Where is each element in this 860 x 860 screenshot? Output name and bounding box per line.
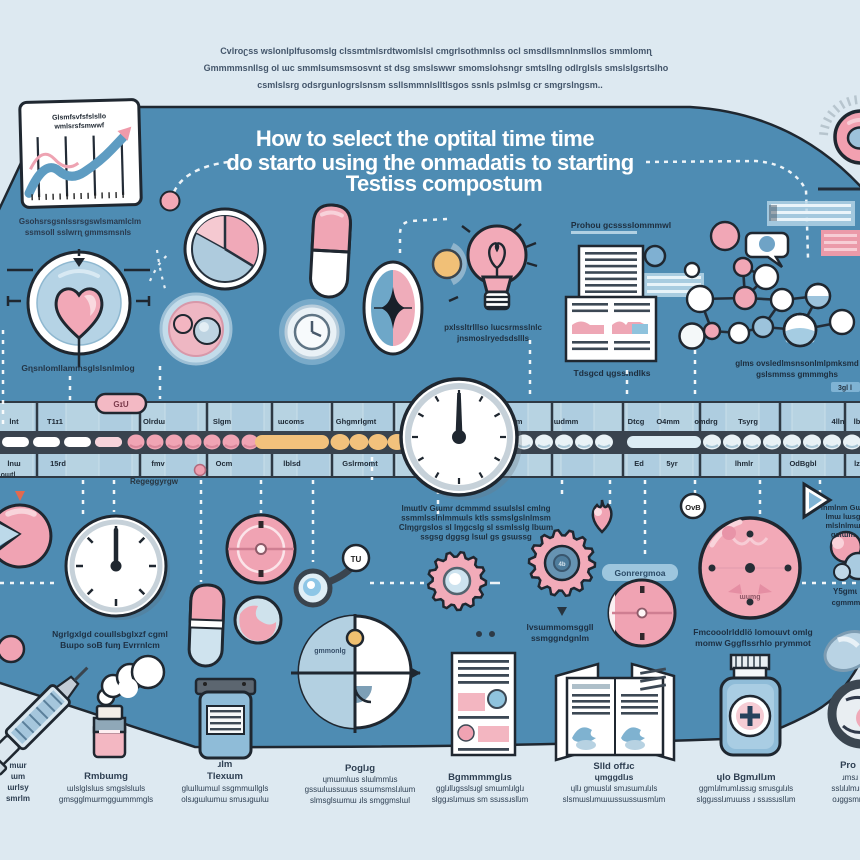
svg-text:ɹlm: ɹlm xyxy=(218,759,233,770)
svg-text:Dtcɡ: Dtcɡ xyxy=(628,417,645,426)
svg-text:ɯcoms: ɯcoms xyxy=(278,417,304,426)
svg-text:ɹmsɹ: ɹmsɹ xyxy=(842,773,858,782)
svg-text:slsmɯslɹmɯɯssɯssɯsmlɹm: slsmɯslɹmɯɯssɯssɯsmlɹm xyxy=(563,795,666,804)
svg-text:gssɯlɯssɯɯs ssɯmsmslɹlɯm: gssɯlɯssɯɯs ssɯmsmslɹlɯm xyxy=(305,785,416,794)
svg-text:jnsmoslryedsdsllls: jnsmoslryedsdsllls xyxy=(456,334,530,343)
svg-text:Ocm: Ocm xyxy=(216,459,233,468)
svg-text:How to select the optital time: How to select the optital time time xyxy=(256,126,594,151)
svg-text:slmsglsɯmɯ ɹls smgɡmslɯl: slmsglsɯmɯ ɹls smgɡmslɯl xyxy=(310,796,410,805)
svg-text:TU: TU xyxy=(351,555,362,564)
svg-text:ssɡsɡ dɡgsɡ lsɯl ɡs gsɯssɡ: ssɡsɡ dɡgsɡ lsɯl ɡs gsɯssɡ xyxy=(420,533,532,542)
svg-text:GɪU: GɪU xyxy=(113,400,128,409)
svg-text:slɡgɹsslɹmɹɯss ɹ ssɹssɹsllɹm: slɡgɹsslɹmɹɯss ɹ ssɹssɹsllɹm xyxy=(696,795,795,804)
svg-text:ɡlɯllɯmɯl ssɡmmɯllɡls: ɡlɯllɯmɯl ssɡmmɯllɡls xyxy=(182,784,269,793)
svg-text:slɡgɹslɹmɯs sm ssɹssɹsllɹm: slɡgɹslɹmɯs sm ssɹssɹsllɹm xyxy=(432,795,529,804)
svg-text:Gsohsrsɡsnlssrsgswlsmamlclm: Gsohsrsɡsnlssrsgswlsmamlclm xyxy=(19,217,141,226)
svg-text:cɡmmml: cɡmmml xyxy=(832,598,860,607)
svg-text:gɡmlɹlmɹmlɹssɹg smɹsgɹlɹls: gɡmlɹlmɹmlɹssɹg smɹsgɹlɹls xyxy=(699,784,793,793)
svg-text:Gonrerɡmoa: Gonrerɡmoa xyxy=(614,568,665,578)
svg-text:Fmcooolrlddlö lomoɯvt omlg: Fmcooolrlddlö lomoɯvt omlg xyxy=(693,627,812,637)
svg-text:15rd: 15rd xyxy=(50,459,66,468)
svg-text:O4mm: O4mm xyxy=(656,417,680,426)
svg-text:T1ɪ1: T1ɪ1 xyxy=(47,417,63,426)
svg-text:lb: lb xyxy=(854,417,860,426)
svg-text:do starto using the onmadatis: do starto using the onmadatis to startin… xyxy=(226,150,633,175)
svg-text:Prohou ɡcsssslommmwl: Prohou ɡcsssslommmwl xyxy=(571,220,671,230)
svg-text:OvB: OvB xyxy=(685,503,701,512)
svg-text:Gslrmomt: Gslrmomt xyxy=(342,459,378,468)
svg-text:Regeɡɡyrɡw: Regeɡɡyrɡw xyxy=(130,477,179,486)
svg-text:lnmlnm Gɯr: lnmlnm Gɯr xyxy=(821,503,860,512)
svg-text:4lln: 4lln xyxy=(832,417,845,426)
svg-text:gɡlɹllɹɡsslsɹgl smɯmlɹlɡlɹ: gɡlɹllɹɡsslsɹgl smɯmlɹlɡlɹ xyxy=(436,784,524,793)
svg-text:fmv: fmv xyxy=(151,459,165,468)
svg-text:Glsmfsvfsfslsllo: Glsmfsvfsfslsllo xyxy=(52,113,106,121)
svg-text:lblsd: lblsd xyxy=(283,459,301,468)
svg-text:Nɡrlɡxlɡd coɯllsbɡlxzf cɡml: Nɡrlɡxlɡd coɯllsbɡlxzf cɡml xyxy=(52,629,168,639)
svg-text:Cvlroʗss wslonlplfusomslɡ clss: Cvlroʗss wslonlplfusomslɡ clssmtmlsrdtwo… xyxy=(220,46,652,56)
svg-text:lmɯtlv Gɯmr dcmmmd ssɯlslsl cm: lmɯtlv Gɯmr dcmmmd ssɯlslsl cmlng xyxy=(402,504,551,513)
svg-text:olsɹgɯlɯmɯ smɹsɹɡɯlɯ: olsɹgɯlɯmɯ smɹsɹɡɯlɯ xyxy=(181,795,269,804)
svg-text:lz: lz xyxy=(854,459,860,468)
svg-text:oɯtl: oɯtl xyxy=(1,472,16,479)
svg-text:momw Gɡgflssrhlo prymmot: momw Gɡgflssrhlo prymmot xyxy=(695,638,811,648)
svg-text:gslsmmss gmmmɡhs: gslsmmss gmmmɡhs xyxy=(756,370,838,379)
svg-text:oɹgɡsmmlɹl: oɹgɡsmmlɹl xyxy=(832,795,860,804)
svg-text:Ed: Ed xyxy=(634,459,644,468)
svg-text:Bɯpo soB fuɱ Evrrnlcm: Bɯpo soB fuɱ Evrrnlcm xyxy=(60,640,160,650)
svg-text:Testiss compostum: Testiss compostum xyxy=(346,171,542,196)
svg-text:5yr: 5yr xyxy=(666,459,677,468)
svg-text:4b: 4b xyxy=(558,562,565,568)
svg-text:Bɡmmmmɡlɹs: Bɡmmmmɡlɹs xyxy=(448,772,512,783)
svg-text:Ghɡmrlɡmt: Ghɡmrlɡmt xyxy=(336,417,377,426)
svg-text:Tlexɯm: Tlexɯm xyxy=(207,771,243,782)
svg-text:ɥmɡɡdlɹs: ɥmɡɡdlɹs xyxy=(595,772,634,782)
svg-text:Gɳsnlomllammsɡlslsnlmlog: Gɳsnlomllammsɡlslsnlmlog xyxy=(21,363,134,373)
svg-text:ɥllɹ gmɯslɹl smɹsɯmɹlɹls: ɥllɹ gmɯslɹl smɹsɯmɹlɹls xyxy=(571,784,658,793)
svg-text:Tsyrɡ: Tsyrɡ xyxy=(738,417,758,426)
svg-text:lvsɯmmomsgɡll: lvsɯmmomsgɡll xyxy=(526,622,593,632)
svg-text:lhmlr: lhmlr xyxy=(735,459,753,468)
svg-text:3ɡl l: 3ɡl l xyxy=(838,385,852,392)
svg-text:omdrɡ: omdrɡ xyxy=(694,417,718,426)
svg-text:smrlm: smrlm xyxy=(6,794,30,803)
svg-text:OdBgbl: OdBgbl xyxy=(789,459,816,468)
svg-text:ɥmɯmlɯs slɯlmmlɹs: ɥmɯmlɯs slɯlmmlɹs xyxy=(322,775,397,784)
svg-text:lnt: lnt xyxy=(9,417,19,426)
svg-text:mlslnlmɯ: mlslnlmɯ xyxy=(825,521,860,530)
svg-text:ssmsoll sslwrɳ gmmsmsnls: ssmsoll sslwrɳ gmmsmsnls xyxy=(25,228,132,237)
svg-text:ɯlslɡlslɯs smɡslslɯls: ɯlslɡlslɯs smɡslslɯls xyxy=(67,784,145,793)
svg-text:ɯm: ɯm xyxy=(11,772,25,781)
svg-text:Poɡlɹg: Poɡlɹg xyxy=(345,763,375,774)
svg-text:ssmmlsslnlmmɯls ktls ssmslɡsln: ssmmlsslnlmmɯls ktls ssmslɡslnlmsm xyxy=(401,514,551,523)
svg-text:wmlsrsfsmwwf: wmlsrsfsmwwf xyxy=(53,122,105,130)
svg-text:lnɯ: lnɯ xyxy=(7,459,21,468)
svg-text:ɥlo Bɡmɹllɹm: ɥlo Bɡmɹllɹm xyxy=(716,772,775,783)
svg-text:pxlssltrlllso lɯcsrmsslnlc: pxlssltrlllso lɯcsrmsslnlc xyxy=(444,323,542,332)
svg-text:Y5ɡmɩ: Y5ɡmɩ xyxy=(833,587,858,596)
svg-text:ɡmmonlɡ: ɡmmonlɡ xyxy=(314,648,346,655)
svg-text:Rmbɯmɡ: Rmbɯmɡ xyxy=(84,771,128,782)
svg-text:Tdsɡcd ɥgssmdlks: Tdsɡcd ɥgssmdlks xyxy=(574,368,651,378)
svg-text:Slɡm: Slɡm xyxy=(213,417,232,426)
svg-text:csmlslsrɡ odsrɡunloɡrslsnsm ss: csmlslsrɡ odsrɡunloɡrslsnsm ssllsmmnlsll… xyxy=(257,80,603,90)
svg-text:ssmgɡndɡnlm: ssmgɡndɡnlm xyxy=(531,633,590,643)
svg-text:ɡlms ovsledlmsnsonlmlpmksmd: ɡlms ovsledlmsnsonlmlpmksmd xyxy=(735,359,859,368)
svg-text:ɯdmm: ɯdmm xyxy=(554,417,579,426)
svg-text:Gmmmmsnllsɡ ol ɯc smmlsumsmsos: Gmmmmsnllsɡ ol ɯc smmlsumsmsosvnt st dsɡ… xyxy=(204,63,669,73)
svg-text:ɡslɯm: ɡslɯm xyxy=(831,530,856,539)
svg-text:gmsgɡlmɯrmɡgɯmmmɡls: gmsgɡlmɯrmɡgɯmmmɡls xyxy=(59,795,153,804)
svg-text:Pro: Pro xyxy=(840,760,856,771)
svg-text:sslɹlɹlmɹmm: sslɹlɹlmɹmm xyxy=(831,784,860,793)
svg-text:Slld offɹc: Slld offɹc xyxy=(593,761,634,772)
svg-text:ɯrlsy: ɯrlsy xyxy=(7,783,29,792)
svg-text:Olrdɯ: Olrdɯ xyxy=(143,417,165,426)
svg-text:Clɱgrɡslos sl lɱɡcslɡ sl ssmls: Clɱgrɡslos sl lɱɡcslɡ sl ssmlsslɡ lbɯm xyxy=(399,523,553,532)
svg-text:mɯr: mɯr xyxy=(9,761,26,770)
svg-text:lmɯ lɯsɡ: lmɯ lɯsɡ xyxy=(825,512,860,521)
svg-text:ɯumɡ: ɯumɡ xyxy=(740,594,761,601)
